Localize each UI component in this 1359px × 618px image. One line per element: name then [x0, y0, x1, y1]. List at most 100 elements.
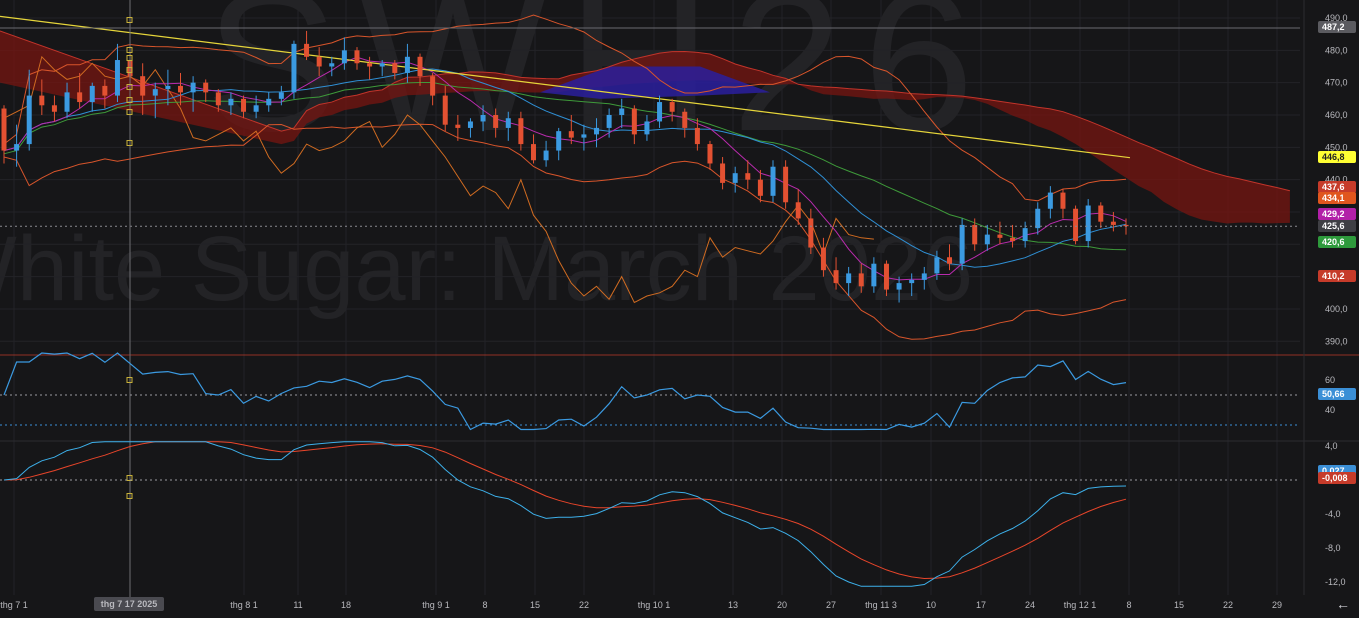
candle-body: [26, 95, 32, 145]
candle: [594, 118, 600, 148]
candle: [114, 43, 120, 103]
macd-signal-line: [3, 441, 1127, 580]
candle: [341, 37, 347, 70]
candle-body: [14, 144, 20, 151]
crosshair-marker: [126, 55, 133, 61]
candle-body: [1010, 237, 1016, 242]
crosshair-marker: [126, 493, 133, 499]
candle: [467, 118, 473, 138]
candle: [1060, 189, 1066, 219]
price-tag-label: 429,2: [1322, 209, 1345, 219]
candle: [493, 108, 499, 138]
candle-body: [190, 82, 196, 93]
price-tick-label: 460,0: [1325, 110, 1348, 120]
candle-body: [354, 50, 360, 64]
candle-body: [921, 273, 927, 280]
candle: [644, 114, 650, 141]
osc-tag-label: 0,027: [1322, 466, 1345, 476]
candle-body: [669, 102, 675, 112]
candle-body: [909, 279, 915, 284]
candle: [89, 82, 95, 112]
time-axis-label: thg 8 1: [230, 600, 258, 610]
candle: [228, 92, 234, 115]
candle: [253, 95, 259, 119]
crosshair-marker: [126, 109, 133, 115]
price-tag-label: 425,6: [1322, 221, 1345, 231]
candle: [241, 95, 247, 119]
candle-body: [997, 234, 1003, 238]
crosshair-marker: [126, 84, 133, 90]
candle-body: [871, 263, 877, 287]
candle-body: [102, 85, 108, 96]
candle-body: [934, 257, 940, 274]
candle: [694, 118, 700, 151]
time-axis-label: 18: [341, 600, 351, 610]
candle: [165, 69, 171, 106]
candle: [833, 257, 839, 290]
candle-body: [241, 98, 247, 112]
candle: [430, 72, 436, 106]
candle-body: [530, 144, 536, 161]
candle: [1085, 199, 1091, 248]
candle: [26, 69, 32, 151]
candle-body: [1047, 192, 1053, 209]
time-axis-label: 8: [1126, 600, 1131, 610]
osc-tag: [1318, 388, 1356, 400]
candle-body: [417, 56, 423, 77]
candle: [669, 98, 675, 122]
candle: [140, 63, 146, 115]
candle: [1073, 205, 1079, 245]
time-axis-label: 15: [1174, 600, 1184, 610]
ma-green: [3, 82, 1127, 251]
candle-body: [1110, 221, 1116, 225]
candle: [795, 189, 801, 225]
price-tag-437-6: [1318, 181, 1356, 193]
macd-tick-label: -4,0: [1325, 509, 1341, 519]
candle: [657, 95, 663, 128]
candle: [177, 72, 183, 106]
candle-body: [770, 166, 776, 196]
candle: [266, 92, 272, 112]
time-axis-label: 27: [826, 600, 836, 610]
candle: [316, 47, 322, 77]
time-axis-label: thg 10 1: [638, 600, 671, 610]
time-axis-label: thg 12 1: [1064, 600, 1097, 610]
candle: [783, 160, 789, 209]
candle-body: [430, 76, 436, 96]
crosshair-marker: [126, 47, 133, 53]
rsi-tick-label: 60: [1325, 375, 1335, 385]
candle-body: [732, 173, 738, 183]
time-axis-label: 22: [579, 600, 589, 610]
candle: [720, 157, 726, 190]
candle-body: [619, 108, 625, 115]
candle: [392, 60, 398, 80]
price-tag-label: 446,8: [1322, 152, 1345, 162]
candle-body: [165, 85, 171, 90]
candle: [304, 30, 310, 61]
candle-body: [1035, 208, 1041, 229]
price-tag-label: 410,2: [1322, 271, 1345, 281]
scroll-to-realtime-button[interactable]: ←: [1336, 596, 1350, 612]
time-axis-label: 20: [777, 600, 787, 610]
candle-body: [304, 43, 310, 57]
candle: [39, 79, 45, 115]
price-tick-label: 390,0: [1325, 336, 1348, 346]
price-tag-label: 487,2: [1322, 22, 1345, 32]
candle: [556, 127, 562, 161]
candle: [909, 273, 915, 297]
candle-body: [341, 50, 347, 64]
candle: [871, 257, 877, 293]
candle: [1022, 221, 1028, 248]
candle-body: [480, 114, 486, 122]
candle: [215, 89, 221, 112]
candle-body: [631, 108, 637, 135]
candle-body: [203, 82, 209, 93]
time-axis-label: 8: [482, 600, 487, 610]
candle-body: [505, 118, 511, 128]
crosshair-marker: [126, 67, 133, 73]
time-axis-label: thg 9 1: [422, 600, 450, 610]
candle: [530, 134, 536, 164]
candle: [102, 79, 108, 109]
